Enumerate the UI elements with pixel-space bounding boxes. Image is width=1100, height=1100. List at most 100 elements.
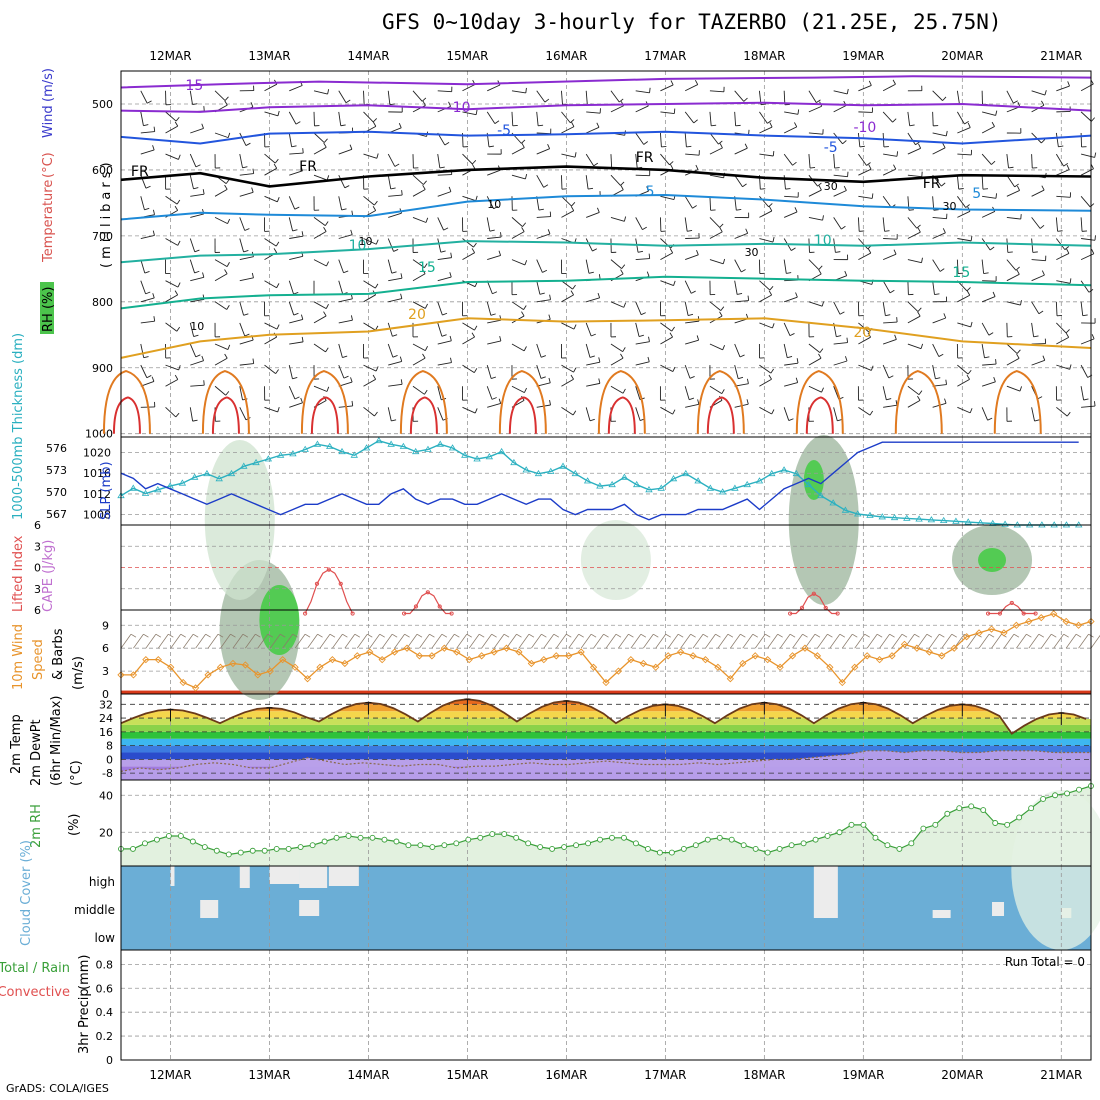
wind-barb	[833, 154, 836, 169]
wind-barb	[610, 259, 622, 269]
rh-marker	[1016, 814, 1023, 821]
cloud-patch	[932, 910, 951, 918]
wind-barb-flag	[719, 311, 723, 317]
wind-barb	[190, 299, 205, 303]
wind-barb	[956, 111, 965, 125]
thickness-marker	[203, 469, 211, 477]
wind-barb	[882, 386, 887, 400]
wind-barb	[635, 322, 640, 337]
wind-barb-10m-flag	[1051, 633, 1057, 638]
wind-barb-10m	[282, 633, 293, 649]
wind-barb	[189, 343, 197, 358]
wind-barb-flag	[542, 269, 548, 273]
wind-barb-flag	[572, 284, 576, 290]
wind-barb-10m-flag	[192, 633, 199, 638]
rh-marker	[513, 834, 520, 841]
pressure-tick-label: 500	[92, 98, 113, 111]
wind-barb	[388, 277, 403, 282]
wind-barb	[858, 85, 872, 92]
wind-barb-flag	[492, 291, 498, 295]
wind-barb-flag	[489, 229, 495, 232]
thickness-marker	[718, 488, 727, 495]
wind-barb	[338, 343, 343, 358]
wind-barb	[1006, 385, 1021, 392]
wind-barb-10m-flag	[640, 633, 647, 638]
wind-barb-10m	[468, 633, 480, 649]
wind-barb	[685, 320, 700, 324]
wind-barb	[388, 298, 402, 303]
wind-barb	[140, 343, 145, 358]
wind-barb-flag	[618, 98, 624, 103]
wind-barb-flag	[647, 356, 650, 362]
wind-barb	[734, 259, 742, 273]
thickness-marker	[694, 477, 702, 484]
wind-barb-flag	[274, 158, 279, 164]
wind-barb-flag	[421, 97, 427, 102]
thickness-marker	[669, 475, 678, 482]
wind-barb-flag	[1065, 329, 1070, 334]
wind-barb	[684, 280, 692, 294]
wind-barb	[561, 90, 563, 105]
wind-barb-flag	[351, 400, 354, 407]
ylabel-lifted-index: Lifted Index	[11, 535, 26, 612]
wind-speed-marker	[216, 663, 225, 671]
precip-tick-label: 0	[106, 1054, 113, 1067]
wind-barb-flag	[622, 388, 626, 394]
wind-barb	[486, 301, 492, 316]
wind-barb-flag	[944, 398, 947, 404]
rh-marker	[1004, 821, 1011, 828]
wind-barb-flag	[794, 207, 798, 213]
wind-barb-flag	[176, 326, 181, 332]
rh-marker	[884, 842, 891, 849]
wind-barb	[685, 254, 699, 261]
wind-barb-flag	[350, 315, 353, 321]
wind-barb-flag	[398, 123, 402, 129]
isotherm-25	[894, 370, 943, 434]
wind-barb	[140, 149, 155, 155]
date-label-bottom: 12MAR	[149, 1068, 191, 1082]
wind-barb-flag	[521, 311, 525, 317]
wind-barb	[1031, 189, 1045, 197]
wind-barb-10m	[1065, 633, 1077, 649]
wind-barb	[1055, 153, 1064, 167]
wind-barb-10m-flag	[677, 633, 684, 638]
wind-barb-10m-flag	[130, 633, 137, 638]
wind-barb-flag	[871, 193, 874, 199]
rh-marker	[573, 842, 580, 849]
thickness-marker	[682, 469, 690, 477]
wind-barb	[981, 296, 996, 303]
wind-barb-flag	[243, 250, 249, 253]
wind-barb	[1006, 190, 1020, 197]
wind-barb	[585, 259, 590, 274]
wind-barb	[140, 320, 155, 324]
wind-barb	[585, 175, 589, 190]
precip-tick-label: 0.6	[96, 982, 114, 995]
wind-speed-marker	[714, 663, 722, 671]
wind-barb	[239, 301, 245, 316]
wind-barb-flag	[1038, 310, 1044, 315]
wind-barb-flag	[943, 313, 947, 319]
thickness-marker	[338, 447, 346, 455]
thickness-marker	[522, 466, 530, 473]
wind-barb-flag	[1016, 353, 1020, 359]
wind-barb	[511, 147, 525, 155]
wind-barb	[140, 131, 155, 134]
wind-barb	[783, 407, 790, 421]
wind-barb-flag	[598, 378, 601, 384]
wind-barb	[1006, 216, 1021, 220]
wind-barb-flag	[498, 398, 502, 404]
lifted-index-marker	[350, 611, 355, 616]
wind-barb	[288, 111, 297, 125]
wind-barb	[387, 407, 392, 422]
isotherm-25	[795, 370, 844, 434]
thickness-marker	[817, 491, 825, 499]
wind-speed-marker	[888, 652, 896, 660]
wind-barb-flag	[442, 312, 448, 316]
wind-barb	[288, 280, 294, 295]
pressure-tick-label: 900	[92, 362, 113, 375]
wind-barb-flag	[573, 367, 577, 373]
wind-barb	[907, 301, 919, 312]
wind-barb-flag	[340, 124, 346, 127]
thickness-marker	[903, 514, 911, 521]
wind-barb	[907, 280, 909, 295]
